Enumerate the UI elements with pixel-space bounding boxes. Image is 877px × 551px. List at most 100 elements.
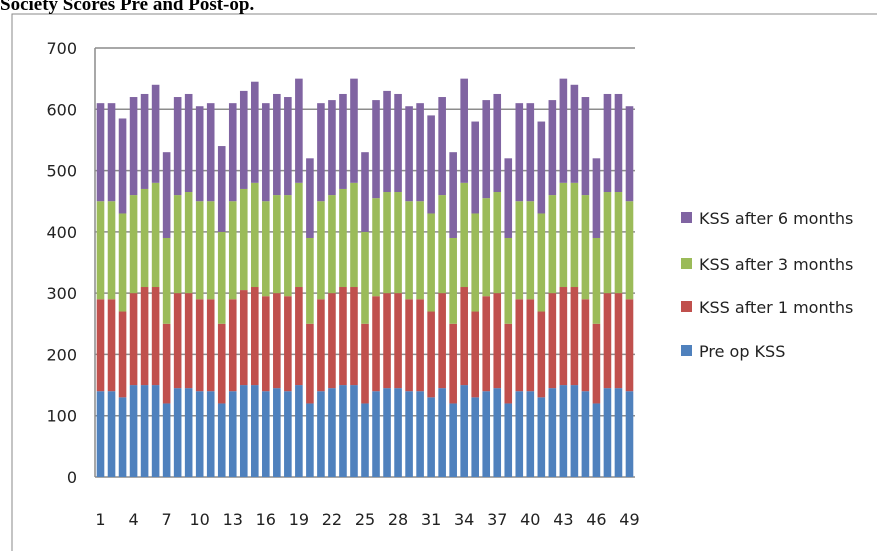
- x-tick-label: 25: [355, 510, 375, 529]
- legend-swatch: [681, 212, 692, 223]
- bar-segment: [118, 397, 127, 477]
- bar-segment: [295, 78, 303, 183]
- bar-segment: [383, 192, 391, 294]
- bar-segment: [482, 391, 491, 477]
- y-tick-label: 500: [46, 162, 77, 181]
- bar-segment: [394, 192, 402, 294]
- bar-segment: [592, 403, 601, 477]
- bar-segment: [460, 385, 468, 477]
- bar-segment: [581, 391, 590, 477]
- bar-segment: [526, 299, 535, 392]
- bar-segment: [482, 198, 491, 297]
- bar-segment: [295, 287, 303, 386]
- bar-segment: [96, 103, 105, 202]
- bar-segment: [526, 103, 535, 202]
- bar-segment: [471, 397, 480, 477]
- x-tick-label: 31: [421, 510, 441, 529]
- bar-segment: [250, 385, 259, 477]
- x-tick-label: 13: [223, 510, 243, 529]
- bar-segment: [493, 192, 502, 294]
- bar-segment: [328, 195, 336, 294]
- bar-segment: [284, 97, 292, 196]
- bar-segment: [239, 385, 248, 477]
- bar-segment: [537, 397, 546, 477]
- bar-segment: [262, 103, 270, 202]
- legend-swatch: [681, 345, 692, 356]
- bar-segment: [603, 293, 612, 389]
- bar-segment: [625, 391, 634, 477]
- bar-segment: [504, 403, 513, 477]
- y-tick-label: 0: [67, 468, 77, 487]
- bar-segment: [184, 293, 193, 389]
- y-tick-label: 100: [46, 407, 77, 426]
- x-tick-label: 49: [619, 510, 639, 529]
- bar-segment: [350, 78, 358, 183]
- bar-segment: [262, 201, 270, 297]
- legend-label: KSS after 1 months: [699, 298, 853, 317]
- bar-segment: [317, 299, 325, 392]
- bar-segment: [570, 182, 579, 288]
- bar-segment: [405, 391, 413, 477]
- bar-segment: [372, 391, 380, 477]
- bar-segment: [317, 391, 325, 477]
- bar-segment: [416, 299, 424, 392]
- bar-segment: [548, 100, 557, 196]
- bar-segment: [339, 385, 347, 477]
- bar-segment: [328, 293, 336, 389]
- bar-segment: [217, 323, 226, 404]
- bar-segment: [504, 158, 513, 238]
- bar-segment: [625, 201, 634, 300]
- bar-segment: [195, 391, 204, 477]
- bar-segment: [195, 106, 204, 202]
- bar-segment: [361, 231, 369, 324]
- bar-segment: [625, 299, 634, 392]
- bar-segment: [504, 323, 513, 404]
- x-tick-label: 16: [256, 510, 276, 529]
- bar-segment: [350, 182, 358, 288]
- bar-segment: [416, 391, 424, 477]
- bar-segment: [515, 299, 524, 392]
- bar-segment: [460, 78, 468, 183]
- bar-segment: [460, 182, 468, 288]
- bar-segment: [526, 201, 535, 300]
- bar-segment: [107, 391, 116, 477]
- bar-segment: [239, 188, 248, 291]
- bar-segment: [173, 195, 182, 294]
- bar-segment: [394, 293, 402, 389]
- bar-segment: [449, 237, 457, 324]
- bar-segment: [592, 158, 601, 238]
- bar-segment: [140, 93, 149, 189]
- chart-title: Society Scores Pre and Post-op.: [0, 0, 254, 15]
- x-tick-label: 10: [190, 510, 210, 529]
- x-tick-label: 4: [128, 510, 138, 529]
- legend-label: Pre op KSS: [699, 342, 785, 361]
- bar-segment: [140, 188, 149, 288]
- bar-segment: [162, 323, 171, 404]
- bar-segment: [515, 391, 524, 477]
- bar-segment: [515, 103, 524, 202]
- bar-segment: [372, 198, 380, 297]
- bar-segment: [603, 388, 612, 477]
- bar-segment: [427, 397, 435, 477]
- bar-segment: [449, 323, 457, 404]
- bar-segment: [438, 195, 446, 294]
- bar-segment: [438, 388, 446, 477]
- bar-segment: [592, 237, 601, 324]
- legend-swatch: [681, 258, 692, 269]
- legend-swatch: [681, 301, 692, 312]
- bar-segment: [206, 391, 215, 477]
- bar-segment: [262, 296, 270, 392]
- bar-segment: [284, 296, 292, 392]
- y-tick-label: 700: [46, 39, 77, 58]
- bar-segment: [118, 213, 127, 312]
- bar-segment: [438, 293, 446, 389]
- bar-segment: [228, 299, 237, 392]
- bar-segment: [581, 195, 590, 300]
- bar-segment: [383, 388, 391, 477]
- bar-segment: [427, 213, 435, 312]
- x-tick-label: 22: [322, 510, 342, 529]
- bar-segment: [228, 391, 237, 477]
- bar-segment: [625, 106, 634, 202]
- bar-segment: [504, 237, 513, 324]
